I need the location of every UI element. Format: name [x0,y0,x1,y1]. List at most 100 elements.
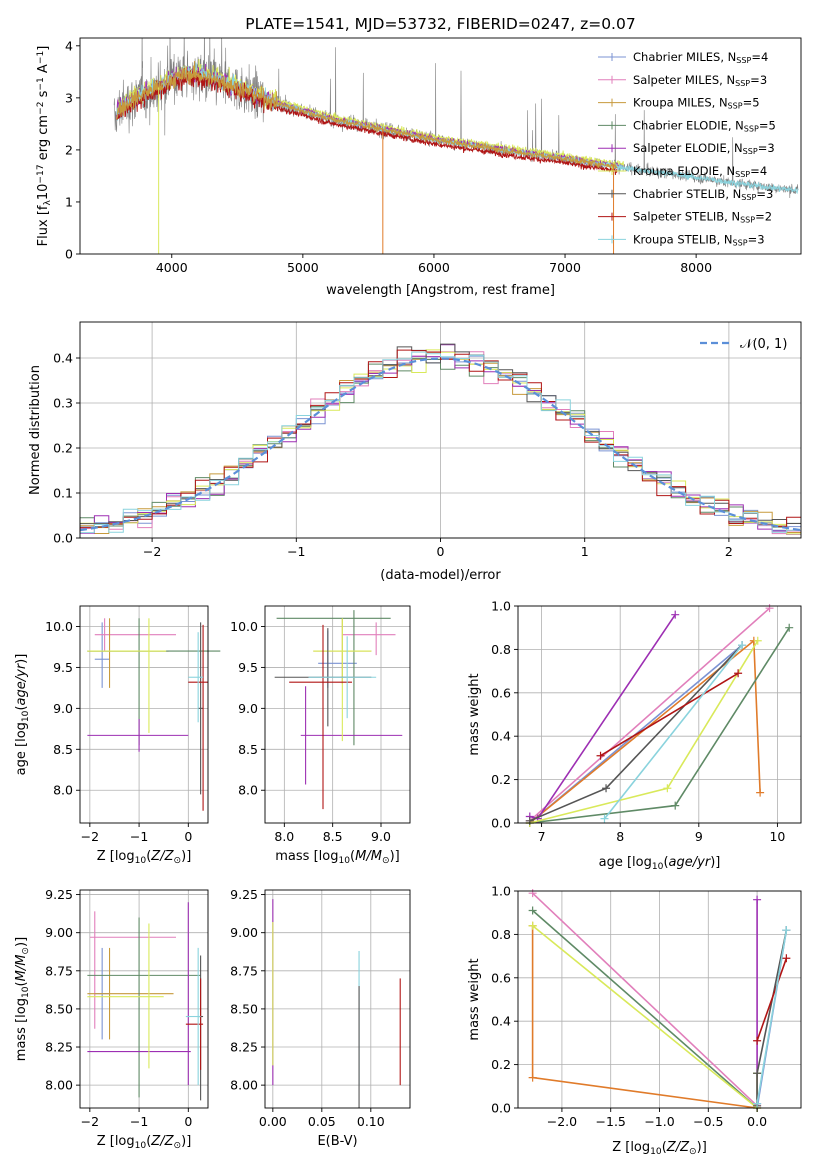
weight-line-salpeter-stelib [756,958,788,1041]
spectrum-plot-area [113,38,799,254]
y-tick-label: 0.4 [491,729,511,744]
legend-label-chabrier-elodie: Chabrier ELODIE, NSSP=5 [633,118,776,133]
weight-point-kroupa-elodie [753,636,762,645]
y-tick-label: 8.0 [238,783,258,798]
y-tick-label: 2 [65,142,73,157]
weight-point-kroupa-stelib [753,1099,762,1108]
y-tick-label: 9.0 [238,701,258,716]
weight-point-chabrier-elodie [671,801,680,810]
weight-point-salpeter-elodie [671,610,680,619]
weight-point-kroupa-miles [756,788,765,797]
y-tick-label: 1 [65,194,73,209]
legend-label-gaussian: 𝒩(0, 1) [740,337,787,352]
weight-point-kroupa-elodie [663,784,672,793]
mass-vs-extinction-axes: 0.00 0.05 0.10 8.00 8.25 8.50 8.75 9.00 9.25 [230,887,411,1129]
weight-point-salpeter-stelib [753,1036,762,1045]
y-tick-label: 0.4 [491,1014,511,1029]
y-tick-label: 0.6 [491,685,511,700]
model-spectrum-salpeter-stelib [116,68,618,175]
weight-line-chabrier-elodie [532,909,758,1110]
weight-point-salpeter-miles [765,604,774,613]
chart-title: PLATE=1541, MJD=53732, FIBERID=0247, z=0… [245,15,635,33]
x-tick-label: −1 [130,829,148,844]
y-tick-label: 0.2 [491,1057,511,1072]
legend-label-salpeter-elodie: Salpeter ELODIE, NSSP=3 [633,141,775,156]
weight-point-salpeter-stelib [734,669,743,678]
x-axis-label: (data-model)/error [380,568,501,583]
y-tick-label: 10.0 [230,619,258,634]
x-axis-label: Z [log10(Z/Z⊙)] [97,849,192,866]
y-tick-label: 9.5 [238,660,258,675]
y-tick-label: 8.00 [45,1078,73,1093]
y-tick-label: 8.50 [45,1001,73,1016]
y-tick-label: 9.0 [53,701,73,716]
weight-point-kroupa-elodie [528,921,537,930]
y-tick-label: 0.8 [491,927,511,942]
y-tick-label: 0.0 [53,531,73,546]
y-tick-label: 0.0 [491,1101,511,1116]
weight-point-kroupa-miles [528,1073,537,1082]
legend: Chabrier MILES, NSSP=4 Salpeter MILES, NS… [598,50,776,248]
weight-line-kroupa-stelib [603,644,743,820]
x-tick-label: 0.0 [747,1114,767,1129]
y-tick-label: 8.0 [53,783,73,798]
legend-label-chabrier-miles: Chabrier MILES, NSSP=4 [633,50,768,65]
weight-line-chabrier-elodie [529,627,790,824]
x-tick-label: 0 [184,829,192,844]
weight-line-kroupa-stelib [756,929,788,1104]
y-tick-label: 9.25 [230,887,258,902]
axes-frame [79,889,209,1109]
x-tick-label: −1.5 [596,1114,626,1129]
y-axis-label: mass [log10(M/M⊙)] [14,937,31,1061]
legend-label-kroupa-miles: Kroupa MILES, NSSP=5 [633,96,760,111]
x-tick-label: 0 [184,1114,192,1129]
x-tick-label: −2 [81,829,99,844]
y-tick-label: 8.50 [230,1001,258,1016]
legend-label-chabrier-stelib: Chabrier STELIB, NSSP=3 [633,187,773,202]
x-axis-label: mass [log10(M/M⊙)] [275,849,399,866]
x-axis-label: E(B-V) [317,1134,357,1149]
y-tick-label: 0 [65,247,73,262]
y-tick-label: 0.2 [491,772,511,787]
weight-point-kroupa-stelib [782,926,791,935]
y-tick-label: 8.25 [45,1040,73,1055]
y-tick-label: 8.5 [53,742,73,757]
weight-point-kroupa-stelib [738,641,747,650]
x-tick-label: −1 [130,1114,148,1129]
y-tick-label: 8.25 [230,1040,258,1055]
y-tick-label: 8.75 [45,963,73,978]
mass-weight-vs-age-axes: 7 8 9 10 0.0 0.2 0.4 0.6 0.8 1.0 age [log10(age/yr… [467,599,802,872]
y-tick-label: 1.0 [491,599,511,614]
x-tick-label: 8.5 [323,829,343,844]
age-vs-metallicity-axes: −2 −1 0 8.0 8.5 9.0 9.5 10.0 Z [log10(Z/Z⊙)] age … [14,605,221,866]
y-tick-label: 4 [65,38,73,53]
x-tick-label: 9 [695,829,703,844]
x-tick-label: 7000 [549,260,581,275]
weight-point-chabrier-stelib [602,784,611,793]
x-tick-label: 7 [538,829,546,844]
y-tick-label: 0.3 [53,396,73,411]
y-axis-label: mass weight [467,958,482,1040]
y-tick-label: 9.00 [230,925,258,940]
y-tick-label: 8.5 [238,742,258,757]
x-tick-label: 0.10 [357,1114,385,1129]
y-tick-label: 9.00 [45,925,73,940]
y-axis-label: age [log10(age/yr)] [14,654,31,776]
x-tick-label: −2 [143,544,161,559]
spectrum-axes: 4000 5000 6000 7000 8000 0 1 2 3 4 PLATE=1541, MJD… [36,15,802,298]
x-tick-label: 0.05 [308,1114,336,1129]
x-tick-label: 9.0 [371,829,391,844]
y-tick-label: 0.6 [491,970,511,985]
gaussian-curve [79,357,802,532]
x-tick-label: 0 [437,544,445,559]
age-vs-mass-axes: 8.0 8.5 9.0 8.0 8.5 9.0 9.5 10.0 mass [log10(M/M… [230,605,411,866]
x-tick-label: 1 [581,544,589,559]
x-tick-label: 0.00 [259,1114,287,1129]
weight-line-salpeter-stelib [600,672,739,757]
y-tick-label: 3 [65,90,73,105]
y-tick-label: 8.75 [230,963,258,978]
axes-frame [79,37,802,255]
x-axis-label: Z [log10(Z/Z⊙)] [97,1134,192,1151]
y-axis-label: Flux [fλ10−17 erg cm−2 s−1 A−1] [36,46,53,247]
